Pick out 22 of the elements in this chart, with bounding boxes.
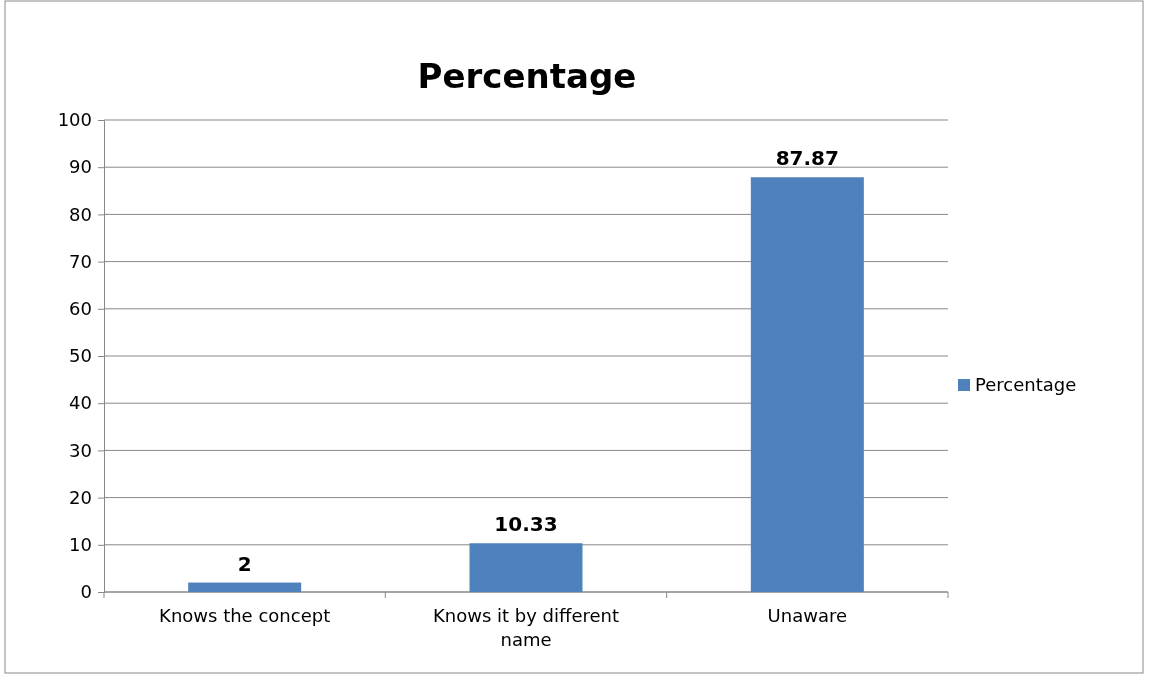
bar — [750, 177, 864, 592]
y-tick-label: 0 — [80, 581, 92, 603]
x-tick-label: Knows it by different name — [432, 605, 620, 650]
bar — [469, 543, 583, 592]
bar — [188, 582, 302, 592]
y-tick-label: 50 — [69, 345, 92, 367]
chart-title: Percentage — [417, 56, 637, 96]
legend-label: Percentage — [975, 374, 1077, 395]
y-tick-label: 80 — [69, 203, 92, 225]
data-label: 10.33 — [494, 512, 558, 537]
y-tick-label: 90 — [69, 156, 92, 178]
x-tick-label: Knows the concept — [159, 605, 331, 626]
data-label: 2 — [237, 551, 252, 576]
y-tick-label: 40 — [69, 392, 92, 414]
data-label: 87.87 — [775, 146, 839, 171]
y-tick-label: 10 — [69, 534, 92, 556]
y-tick-label: 60 — [69, 298, 92, 320]
y-tick-label: 30 — [69, 439, 92, 461]
y-tick-label: 70 — [69, 250, 92, 272]
y-tick-label: 20 — [69, 486, 92, 508]
x-tick-label: Unaware — [767, 605, 848, 626]
y-tick-label: 100 — [57, 109, 92, 131]
